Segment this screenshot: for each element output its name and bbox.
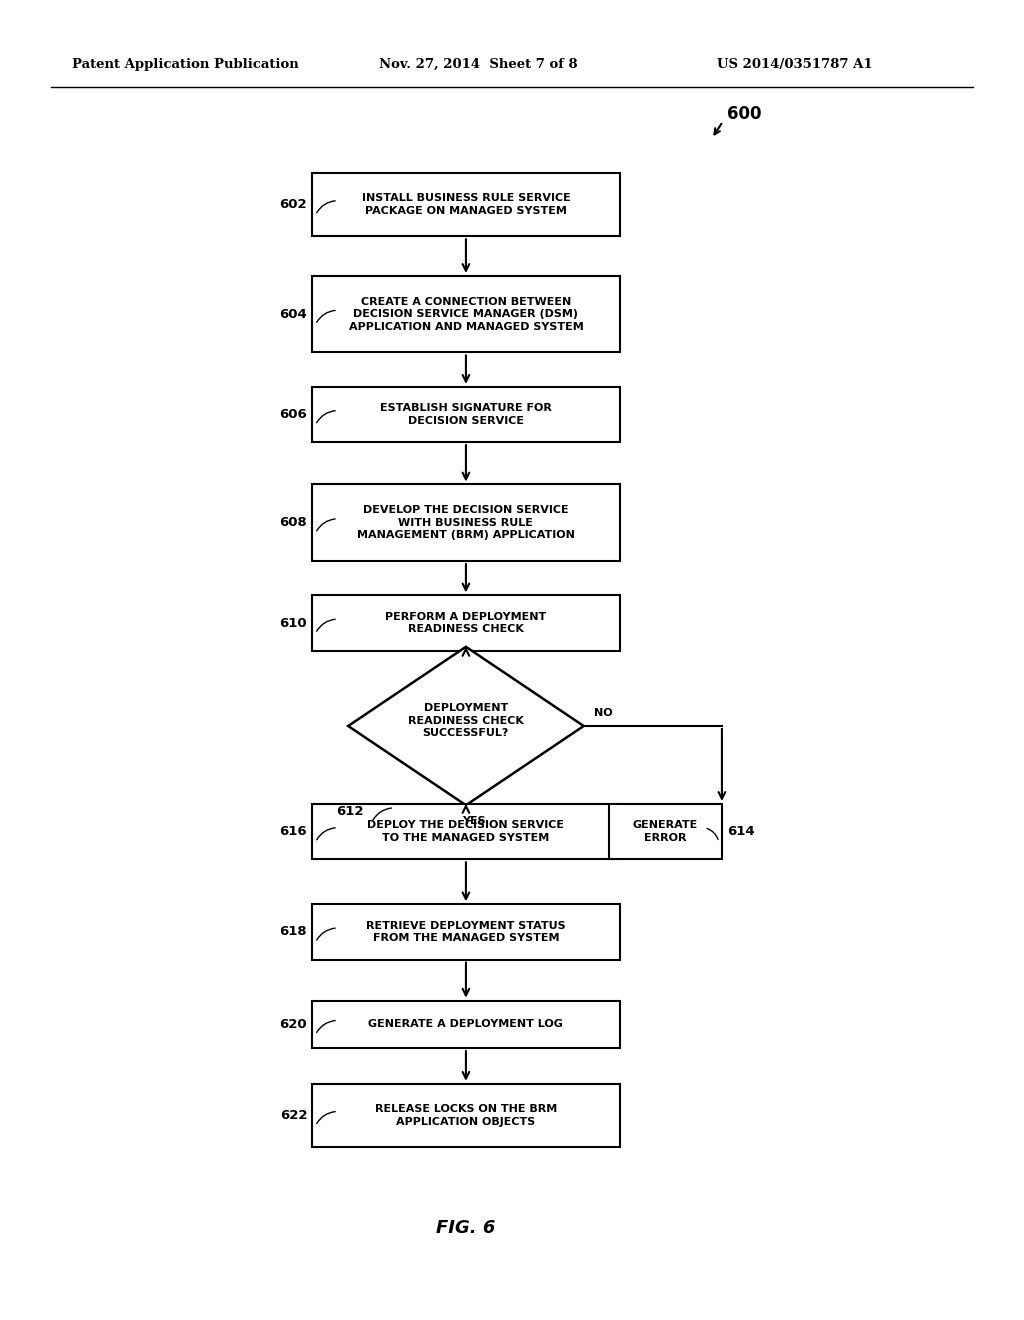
FancyBboxPatch shape xyxy=(312,484,620,561)
Text: 620: 620 xyxy=(280,1018,307,1031)
Text: 602: 602 xyxy=(280,198,307,211)
Text: US 2014/0351787 A1: US 2014/0351787 A1 xyxy=(717,58,872,71)
Text: INSTALL BUSINESS RULE SERVICE
PACKAGE ON MANAGED SYSTEM: INSTALL BUSINESS RULE SERVICE PACKAGE ON… xyxy=(361,194,570,215)
Text: NO: NO xyxy=(594,708,612,718)
Text: YES: YES xyxy=(462,816,486,826)
Text: 612: 612 xyxy=(336,805,364,818)
Text: DEPLOYMENT
READINESS CHECK
SUCCESSFUL?: DEPLOYMENT READINESS CHECK SUCCESSFUL? xyxy=(408,704,524,738)
FancyBboxPatch shape xyxy=(312,804,620,859)
FancyBboxPatch shape xyxy=(609,804,722,859)
FancyBboxPatch shape xyxy=(312,173,620,236)
Text: 614: 614 xyxy=(727,825,755,838)
Text: FIG. 6: FIG. 6 xyxy=(436,1218,496,1237)
Text: 604: 604 xyxy=(280,308,307,321)
Text: ESTABLISH SIGNATURE FOR
DECISION SERVICE: ESTABLISH SIGNATURE FOR DECISION SERVICE xyxy=(380,404,552,425)
Text: PERFORM A DEPLOYMENT
READINESS CHECK: PERFORM A DEPLOYMENT READINESS CHECK xyxy=(385,612,547,634)
Text: 622: 622 xyxy=(280,1109,307,1122)
FancyBboxPatch shape xyxy=(312,595,620,651)
Text: 616: 616 xyxy=(280,825,307,838)
FancyBboxPatch shape xyxy=(312,1084,620,1147)
Text: GENERATE
ERROR: GENERATE ERROR xyxy=(633,821,698,842)
Text: DEPLOY THE DECISION SERVICE
TO THE MANAGED SYSTEM: DEPLOY THE DECISION SERVICE TO THE MANAG… xyxy=(368,821,564,842)
Text: 610: 610 xyxy=(280,616,307,630)
FancyBboxPatch shape xyxy=(312,276,620,352)
Text: 608: 608 xyxy=(280,516,307,529)
Text: 600: 600 xyxy=(727,104,762,123)
Text: RETRIEVE DEPLOYMENT STATUS
FROM THE MANAGED SYSTEM: RETRIEVE DEPLOYMENT STATUS FROM THE MANA… xyxy=(367,921,565,942)
Text: CREATE A CONNECTION BETWEEN
DECISION SERVICE MANAGER (DSM)
APPLICATION AND MANAG: CREATE A CONNECTION BETWEEN DECISION SER… xyxy=(348,297,584,331)
FancyBboxPatch shape xyxy=(312,904,620,960)
Text: GENERATE A DEPLOYMENT LOG: GENERATE A DEPLOYMENT LOG xyxy=(369,1019,563,1030)
Text: 606: 606 xyxy=(280,408,307,421)
Text: RELEASE LOCKS ON THE BRM
APPLICATION OBJECTS: RELEASE LOCKS ON THE BRM APPLICATION OBJ… xyxy=(375,1105,557,1126)
FancyBboxPatch shape xyxy=(312,387,620,442)
Text: DEVELOP THE DECISION SERVICE
WITH BUSINESS RULE
MANAGEMENT (BRM) APPLICATION: DEVELOP THE DECISION SERVICE WITH BUSINE… xyxy=(357,506,574,540)
Text: Patent Application Publication: Patent Application Publication xyxy=(72,58,298,71)
Text: Nov. 27, 2014  Sheet 7 of 8: Nov. 27, 2014 Sheet 7 of 8 xyxy=(379,58,578,71)
FancyBboxPatch shape xyxy=(312,1001,620,1048)
Text: 618: 618 xyxy=(280,925,307,939)
Polygon shape xyxy=(348,647,584,805)
